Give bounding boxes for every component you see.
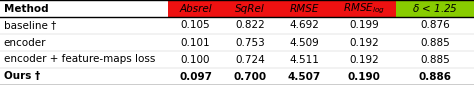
Text: RMSE: RMSE	[290, 3, 319, 14]
Text: 0.700: 0.700	[234, 71, 266, 82]
Text: 0.886: 0.886	[419, 71, 451, 82]
Bar	[277, 0, 332, 17]
Text: 0.199: 0.199	[349, 20, 379, 31]
Text: 0.876: 0.876	[420, 20, 450, 31]
Text: encoder: encoder	[4, 37, 46, 48]
Text: RMSE$_{\mathregular{log}}$: RMSE$_{\mathregular{log}}$	[343, 1, 385, 16]
Bar	[332, 0, 396, 17]
Text: SqRel: SqRel	[235, 3, 265, 14]
Text: 0.753: 0.753	[235, 37, 265, 48]
Text: 4.507: 4.507	[288, 71, 321, 82]
Text: 0.101: 0.101	[181, 37, 210, 48]
Text: Ours †: Ours †	[4, 71, 40, 82]
Bar	[223, 0, 277, 17]
Text: Method: Method	[4, 3, 48, 14]
Text: Absrel: Absrel	[179, 3, 212, 14]
Text: encoder + feature-maps loss: encoder + feature-maps loss	[4, 54, 155, 65]
Text: 0.192: 0.192	[349, 37, 379, 48]
Text: 4.511: 4.511	[290, 54, 319, 65]
Text: 0.190: 0.190	[347, 71, 380, 82]
Text: 0.822: 0.822	[235, 20, 265, 31]
Text: 0.885: 0.885	[420, 37, 450, 48]
Text: 0.097: 0.097	[179, 71, 212, 82]
Text: baseline †: baseline †	[4, 20, 56, 31]
Text: 0.724: 0.724	[235, 54, 265, 65]
Text: 0.100: 0.100	[181, 54, 210, 65]
Bar	[168, 0, 223, 17]
Text: $\delta$ < 1.25: $\delta$ < 1.25	[412, 2, 458, 15]
Bar	[396, 0, 474, 17]
Text: 4.692: 4.692	[290, 20, 319, 31]
Text: 0.105: 0.105	[181, 20, 210, 31]
Text: 0.885: 0.885	[420, 54, 450, 65]
Text: 4.509: 4.509	[290, 37, 319, 48]
Text: 0.192: 0.192	[349, 54, 379, 65]
